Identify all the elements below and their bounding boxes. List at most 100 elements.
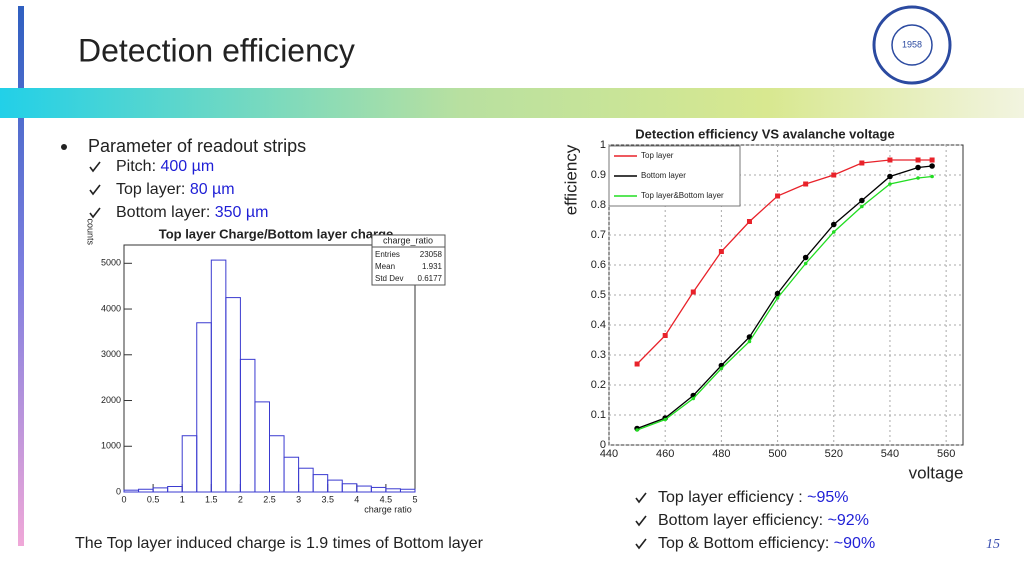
header-band <box>0 88 1024 118</box>
point <box>690 289 696 295</box>
x-tick-label: 460 <box>656 448 674 460</box>
point <box>691 396 696 401</box>
parameter-item: Bottom layer: 350 µm <box>116 204 268 221</box>
stats-box: charge_ratio Entries 23058 Mean 1.931 Std Dev… <box>371 234 446 286</box>
legend-label: Top layer&Bottom layer <box>641 191 724 200</box>
x-tick-label: 1 <box>180 494 185 504</box>
point <box>718 249 724 254</box>
x-tick-label: 480 <box>712 448 730 460</box>
x-tick-label: 4.5 <box>380 494 393 504</box>
legend-label: Bottom layer <box>641 171 686 180</box>
x-tick-label: 0.5 <box>147 494 160 504</box>
series-line <box>636 159 933 365</box>
slide-title: Detection efficiency <box>78 32 355 68</box>
stats-frame <box>371 234 446 286</box>
point <box>802 254 809 261</box>
point <box>860 204 864 209</box>
point <box>888 182 892 186</box>
y-tick-label: 0 <box>116 486 121 496</box>
x-axis-label: voltage <box>909 463 964 482</box>
point <box>915 164 921 171</box>
stats-value: 23058 <box>420 250 443 259</box>
y-tick-label: 0.5 <box>591 289 606 301</box>
point <box>719 366 724 371</box>
x-tick-label: 540 <box>881 448 899 460</box>
x-tick-label: 500 <box>768 448 786 460</box>
series-line <box>636 175 933 431</box>
item-label: Bottom layer efficiency: <box>658 512 828 529</box>
item-value: ~92% <box>828 512 869 529</box>
y-tick-label: 5000 <box>101 258 121 268</box>
x-tick-label: 2 <box>238 494 243 504</box>
point <box>929 157 935 163</box>
y-tick-label: 0.9 <box>591 169 606 181</box>
point <box>831 172 837 178</box>
parameter-list: Pitch: 400 µm Top layer: 80 µm Bottom laye… <box>89 158 268 221</box>
stats-key: Entries <box>375 250 400 259</box>
point <box>775 193 781 199</box>
item-label: Top & Bottom efficiency: <box>658 535 834 552</box>
item-value: ~90% <box>834 535 875 552</box>
item-value: 400 µm <box>160 158 214 175</box>
parameter-item: Top layer: 80 µm <box>116 181 235 198</box>
series-line <box>636 165 933 430</box>
result-item: Bottom layer efficiency: ~92% <box>658 512 869 529</box>
point <box>662 333 668 338</box>
x-tick-label: 1.5 <box>205 494 218 504</box>
bullet-heading: Parameter of readout strips <box>88 136 306 156</box>
point <box>859 197 865 204</box>
chart-title: Top layer Charge/Bottom layer charge <box>159 226 394 241</box>
point <box>803 181 809 187</box>
x-tick-label: 3 <box>296 494 301 504</box>
stats-name: charge_ratio <box>383 235 433 245</box>
y-tick-label: 4000 <box>101 303 121 313</box>
check-mark <box>635 515 647 527</box>
stats-value: 0.6177 <box>418 274 443 283</box>
logo-year: 1958 <box>902 39 922 49</box>
stats-key: Std Dev <box>375 274 403 283</box>
x-tick-label: 440 <box>600 448 618 460</box>
x-tick-label: 560 <box>937 448 955 460</box>
result-list: Top layer efficiency : ~95% Bottom layer … <box>635 489 875 552</box>
point <box>831 230 836 234</box>
point <box>887 173 893 180</box>
check-mark <box>89 207 101 219</box>
x-tick-label: 3.5 <box>321 494 334 504</box>
y-tick-label: 0.3 <box>591 349 606 361</box>
side-bar <box>18 6 24 546</box>
item-label: Bottom layer: <box>116 204 215 221</box>
chart-title: Detection efficiency VS avalanche voltag… <box>635 126 894 141</box>
y-tick-label: 0 <box>600 439 606 451</box>
check-mark <box>89 184 101 196</box>
histogram-bar <box>399 488 416 493</box>
y-tick-label: 1000 <box>101 441 121 451</box>
y-tick-label: 0.8 <box>591 199 606 211</box>
point <box>803 261 808 266</box>
result-item: Top layer efficiency : ~95% <box>658 489 848 506</box>
logo: 1958 <box>872 5 952 85</box>
y-tick-label: 0.1 <box>591 409 606 421</box>
bullet <box>61 144 67 150</box>
check-mark <box>635 492 647 504</box>
point <box>915 157 921 163</box>
legend-label: Top layer <box>641 151 674 160</box>
page-number: 15 <box>986 537 1000 552</box>
point <box>634 361 640 367</box>
x-tick-label: 520 <box>825 448 843 460</box>
point <box>830 221 837 228</box>
item-value: 80 µm <box>190 181 235 198</box>
item-value: ~95% <box>807 489 848 506</box>
point <box>663 417 667 422</box>
x-tick-label: 0 <box>121 494 126 504</box>
check-mark <box>89 161 101 173</box>
point <box>916 176 920 180</box>
note: The Top layer induced charge is 1.9 time… <box>75 535 484 552</box>
y-tick-label: 0.4 <box>591 319 606 331</box>
x-tick-label: 5 <box>412 494 417 504</box>
x-tick-label: 4 <box>354 494 359 504</box>
check-mark <box>635 538 647 550</box>
point <box>747 339 752 344</box>
y-tick-label: 3000 <box>101 349 121 359</box>
